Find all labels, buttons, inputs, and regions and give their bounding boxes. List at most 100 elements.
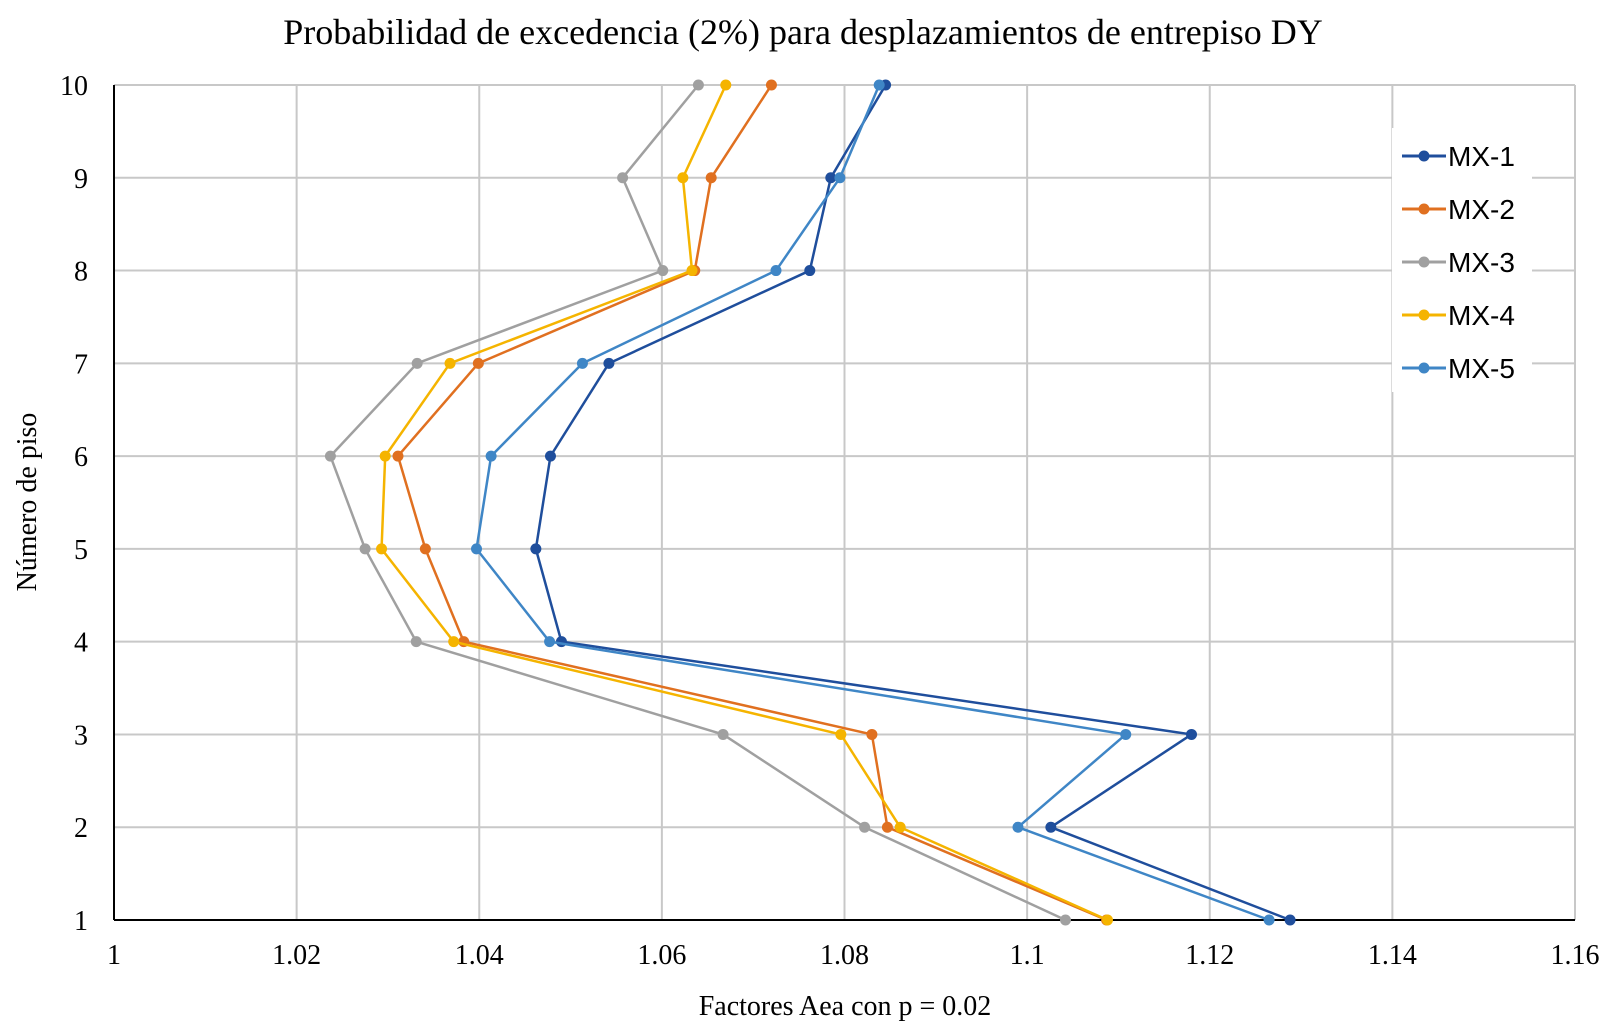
- x-tick-labels: 1 1.02 1.04 1.06 1.08 1.1 1.12 1.14 1.16: [107, 940, 1600, 971]
- legend-label: MX-2: [1448, 194, 1515, 225]
- legend-marker: [1418, 150, 1430, 162]
- legend: MX-1 MX-2 MX-3 MX-4 MX-5: [1402, 141, 1515, 384]
- data-point: [419, 543, 431, 555]
- data-point: [1284, 914, 1296, 926]
- data-point: [1120, 728, 1132, 740]
- data-point: [379, 450, 391, 462]
- x-tick-label: 1.12: [1185, 940, 1234, 971]
- data-point: [1059, 914, 1071, 926]
- data-point: [603, 357, 615, 369]
- data-point: [359, 543, 371, 555]
- data-point: [834, 172, 846, 184]
- data-point: [448, 636, 460, 648]
- data-point: [705, 172, 717, 184]
- data-point: [617, 172, 629, 184]
- y-tick-label: 3: [74, 720, 88, 751]
- data-point: [576, 357, 588, 369]
- x-tick-label: 1.04: [455, 940, 504, 971]
- data-point: [677, 172, 689, 184]
- y-tick-label: 10: [60, 71, 88, 102]
- legend-item-mx-3: MX-3: [1402, 247, 1515, 278]
- data-point: [835, 728, 847, 740]
- series-mx-4: [376, 79, 1113, 926]
- x-tick-label: 1.02: [272, 940, 321, 971]
- data-point: [825, 172, 837, 184]
- y-tick-label: 7: [74, 349, 88, 380]
- series-line: [534, 84, 1291, 922]
- x-tick-label: 1.06: [637, 940, 686, 971]
- data-point: [894, 821, 906, 833]
- legend-item-mx-4: MX-4: [1402, 300, 1515, 331]
- data-point: [873, 79, 885, 91]
- legend-marker: [1418, 309, 1430, 321]
- series-line: [475, 84, 1270, 922]
- data-point: [471, 543, 483, 555]
- x-axis-label: Factores Aea con p = 0.02: [699, 991, 992, 1022]
- legend-label: MX-4: [1448, 300, 1515, 331]
- y-tick-label: 1: [74, 906, 88, 937]
- legend-label: MX-5: [1448, 353, 1515, 384]
- y-tick-label: 4: [74, 628, 88, 659]
- chart-title: Probabilidad de excedencia (2%) para des…: [283, 12, 1323, 52]
- data-point: [410, 636, 422, 648]
- legend-item-mx-2: MX-2: [1402, 194, 1515, 225]
- y-tick-labels: 1 2 3 4 5 6 7 8 9 10: [60, 71, 88, 937]
- series-mx-5: [471, 79, 1275, 926]
- series-mx-1: [530, 79, 1296, 926]
- data-point: [544, 636, 556, 648]
- grid: [114, 84, 1576, 920]
- data-point: [1263, 914, 1275, 926]
- y-tick-label: 5: [74, 535, 88, 566]
- data-point: [1045, 821, 1057, 833]
- y-tick-label: 9: [74, 164, 88, 195]
- data-point: [657, 265, 669, 277]
- x-tick-label: 1.16: [1551, 940, 1600, 971]
- data-point: [485, 450, 497, 462]
- series-line: [396, 84, 1108, 922]
- data-point: [392, 450, 404, 462]
- series-mx-3: [324, 79, 1071, 926]
- data-point: [411, 357, 423, 369]
- data-point: [765, 79, 777, 91]
- data-point: [859, 821, 871, 833]
- data-point: [881, 821, 893, 833]
- series-group: [324, 79, 1296, 926]
- legend-marker: [1418, 256, 1430, 268]
- data-point: [376, 543, 388, 555]
- legend-label: MX-3: [1448, 247, 1515, 278]
- data-point: [324, 450, 336, 462]
- data-point: [720, 79, 732, 91]
- data-point: [444, 357, 456, 369]
- data-point: [804, 265, 816, 277]
- data-point: [472, 357, 484, 369]
- data-point: [686, 265, 698, 277]
- legend-item-mx-5: MX-5: [1402, 353, 1515, 384]
- data-point: [866, 728, 878, 740]
- series-line: [329, 84, 1067, 922]
- legend-box: [1392, 128, 1532, 392]
- data-point: [1012, 821, 1024, 833]
- series-line: [380, 84, 1108, 922]
- x-tick-label: 1.1: [1010, 940, 1045, 971]
- x-tick-label: 1: [107, 940, 121, 971]
- legend-item-mx-1: MX-1: [1402, 141, 1515, 172]
- x-tick-label: 1.08: [820, 940, 869, 971]
- legend-marker: [1418, 203, 1430, 215]
- data-point: [692, 79, 704, 91]
- series-mx-2: [392, 79, 1113, 926]
- data-point: [770, 265, 782, 277]
- data-point: [1101, 914, 1113, 926]
- data-point: [530, 543, 542, 555]
- data-point: [717, 728, 729, 740]
- data-point: [1185, 728, 1197, 740]
- data-point: [544, 450, 556, 462]
- y-axis-label: Número de piso: [12, 413, 43, 592]
- data-point: [555, 636, 567, 648]
- x-tick-label: 1.14: [1368, 940, 1417, 971]
- y-tick-label: 2: [74, 813, 88, 844]
- legend-label: MX-1: [1448, 141, 1515, 172]
- legend-marker: [1418, 362, 1430, 374]
- y-tick-label: 6: [74, 442, 88, 473]
- y-tick-label: 8: [74, 257, 88, 288]
